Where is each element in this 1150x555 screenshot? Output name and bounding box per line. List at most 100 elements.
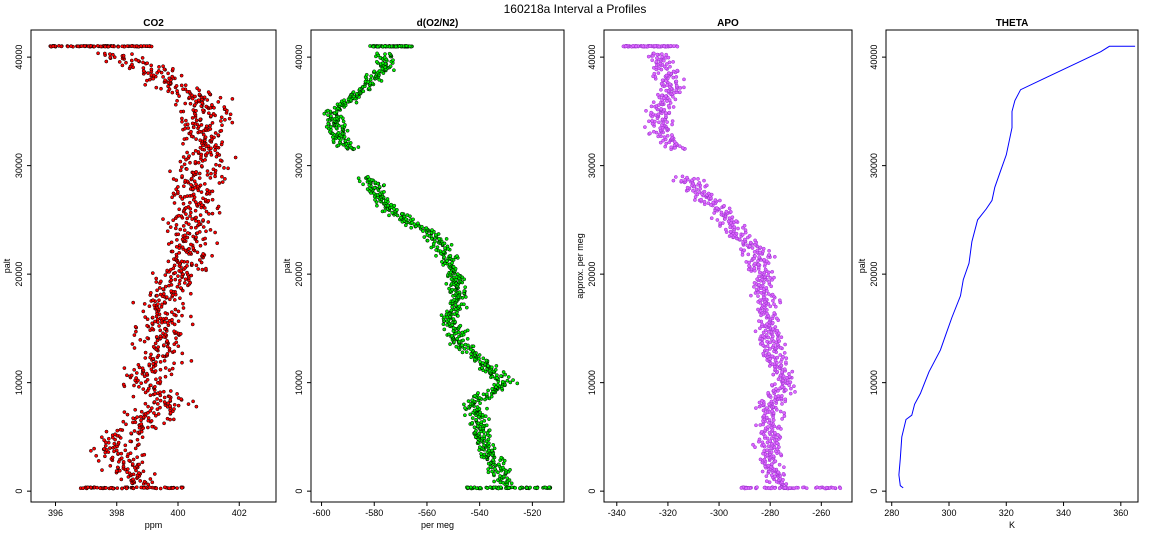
- data-point: [181, 301, 185, 306]
- data-point: [207, 212, 211, 216]
- data-point: [762, 485, 767, 490]
- data-point: [644, 108, 648, 113]
- data-point: [691, 188, 695, 193]
- data-point: [187, 154, 191, 158]
- data-point: [204, 209, 209, 214]
- data-point: [197, 92, 202, 97]
- data-point: [210, 121, 215, 125]
- data-point: [479, 452, 483, 456]
- data-point: [226, 166, 230, 171]
- x-tick-label: -320: [659, 508, 677, 518]
- data-point: [768, 276, 773, 280]
- data-point: [388, 64, 393, 69]
- data-point: [215, 151, 220, 156]
- data-point: [382, 190, 386, 194]
- data-point: [722, 203, 726, 208]
- data-point: [155, 293, 159, 298]
- data-point: [185, 260, 190, 264]
- y-tick-label: 40000: [14, 45, 24, 70]
- data-point: [147, 304, 152, 309]
- data-point: [682, 77, 686, 82]
- data-point: [180, 351, 185, 356]
- data-point: [189, 261, 194, 266]
- data-point: [201, 196, 205, 201]
- data-point: [662, 44, 667, 49]
- data-point: [209, 146, 213, 151]
- data-point: [752, 266, 757, 270]
- data-point: [755, 485, 759, 490]
- data-point: [172, 329, 176, 334]
- data-point: [777, 424, 781, 429]
- data-point: [185, 231, 190, 235]
- data-point: [178, 227, 183, 232]
- data-point: [506, 486, 511, 490]
- data-point: [502, 458, 507, 463]
- data-point: [132, 383, 136, 388]
- data-point: [193, 159, 198, 164]
- data-point: [172, 263, 177, 268]
- data-point: [649, 110, 654, 115]
- data-point: [361, 89, 366, 94]
- data-point: [755, 248, 760, 253]
- data-point: [213, 131, 218, 135]
- data-point: [474, 417, 479, 422]
- data-point: [183, 178, 188, 183]
- data-point: [150, 321, 155, 326]
- data-point: [194, 137, 198, 141]
- data-point: [159, 86, 163, 91]
- x-tick-label: 398: [109, 508, 124, 518]
- x-tick-label: 340: [1056, 508, 1071, 518]
- data-point: [656, 92, 660, 97]
- data-point: [634, 44, 639, 49]
- data-point: [672, 44, 676, 48]
- data-point: [120, 63, 125, 68]
- data-point: [95, 485, 99, 490]
- data-point: [685, 175, 689, 180]
- data-point: [189, 129, 193, 134]
- data-point: [214, 143, 218, 147]
- data-point: [204, 229, 208, 234]
- data-point: [368, 77, 373, 82]
- y-tick-label: 20000: [587, 262, 597, 287]
- data-point: [466, 485, 470, 490]
- data-point: [178, 332, 183, 336]
- data-point: [450, 260, 454, 265]
- data-point: [702, 189, 707, 194]
- data-point: [116, 440, 121, 445]
- data-point: [183, 101, 188, 106]
- data-point: [176, 185, 180, 189]
- data-point: [116, 44, 121, 49]
- data-point: [464, 350, 469, 354]
- data-point: [117, 468, 122, 473]
- data-point: [488, 485, 493, 490]
- data-point: [784, 482, 789, 486]
- data-point: [163, 374, 168, 379]
- data-point: [233, 155, 238, 160]
- data-point: [535, 486, 540, 490]
- data-point: [772, 445, 777, 450]
- data-point: [668, 82, 672, 87]
- data-point: [196, 267, 201, 271]
- data-point: [132, 346, 137, 350]
- data-point: [156, 302, 160, 306]
- data-point: [189, 242, 193, 247]
- data-point: [484, 392, 489, 397]
- data-point: [451, 317, 456, 321]
- data-point: [668, 44, 673, 48]
- data-point: [787, 371, 791, 376]
- data-point: [227, 116, 232, 121]
- data-point: [767, 253, 771, 257]
- data-point: [170, 90, 175, 95]
- data-point: [377, 69, 382, 73]
- data-point: [484, 358, 489, 363]
- data-point: [189, 176, 194, 181]
- data-point: [392, 203, 397, 208]
- data-point: [766, 425, 770, 429]
- data-point: [775, 328, 780, 333]
- data-point: [361, 182, 365, 187]
- data-point: [671, 60, 675, 64]
- data-point: [163, 273, 168, 277]
- data-point: [663, 144, 668, 149]
- data-point: [165, 268, 170, 273]
